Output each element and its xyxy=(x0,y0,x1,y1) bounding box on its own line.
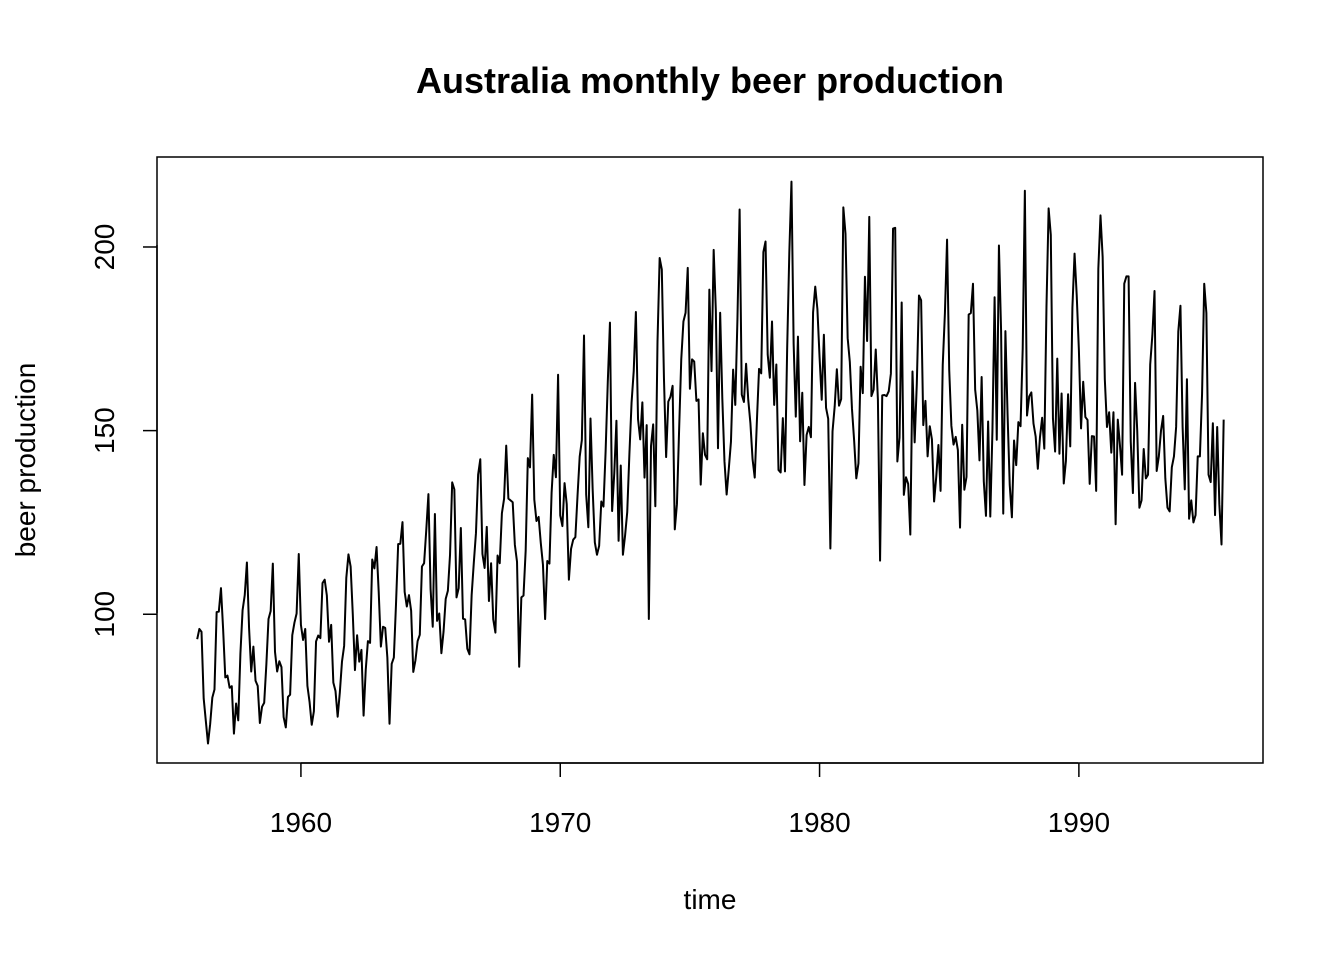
x-tick-label: 1960 xyxy=(270,807,332,838)
x-axis-label: time xyxy=(684,884,737,915)
y-axis-label: beer production xyxy=(10,363,41,558)
x-axis: 1960 1970 1980 1990 xyxy=(270,762,1110,838)
x-tick-label: 1990 xyxy=(1048,807,1110,838)
y-tick-label: 100 xyxy=(89,591,120,638)
series-layer xyxy=(196,180,1225,745)
chart-title: Australia monthly beer production xyxy=(416,60,1004,101)
y-tick-label: 150 xyxy=(89,407,120,454)
y-tick-label: 200 xyxy=(89,224,120,271)
series-line xyxy=(196,180,1225,745)
x-tick-label: 1980 xyxy=(788,807,850,838)
x-tick-label: 1970 xyxy=(529,807,591,838)
y-axis: 100 150 200 xyxy=(89,224,158,638)
